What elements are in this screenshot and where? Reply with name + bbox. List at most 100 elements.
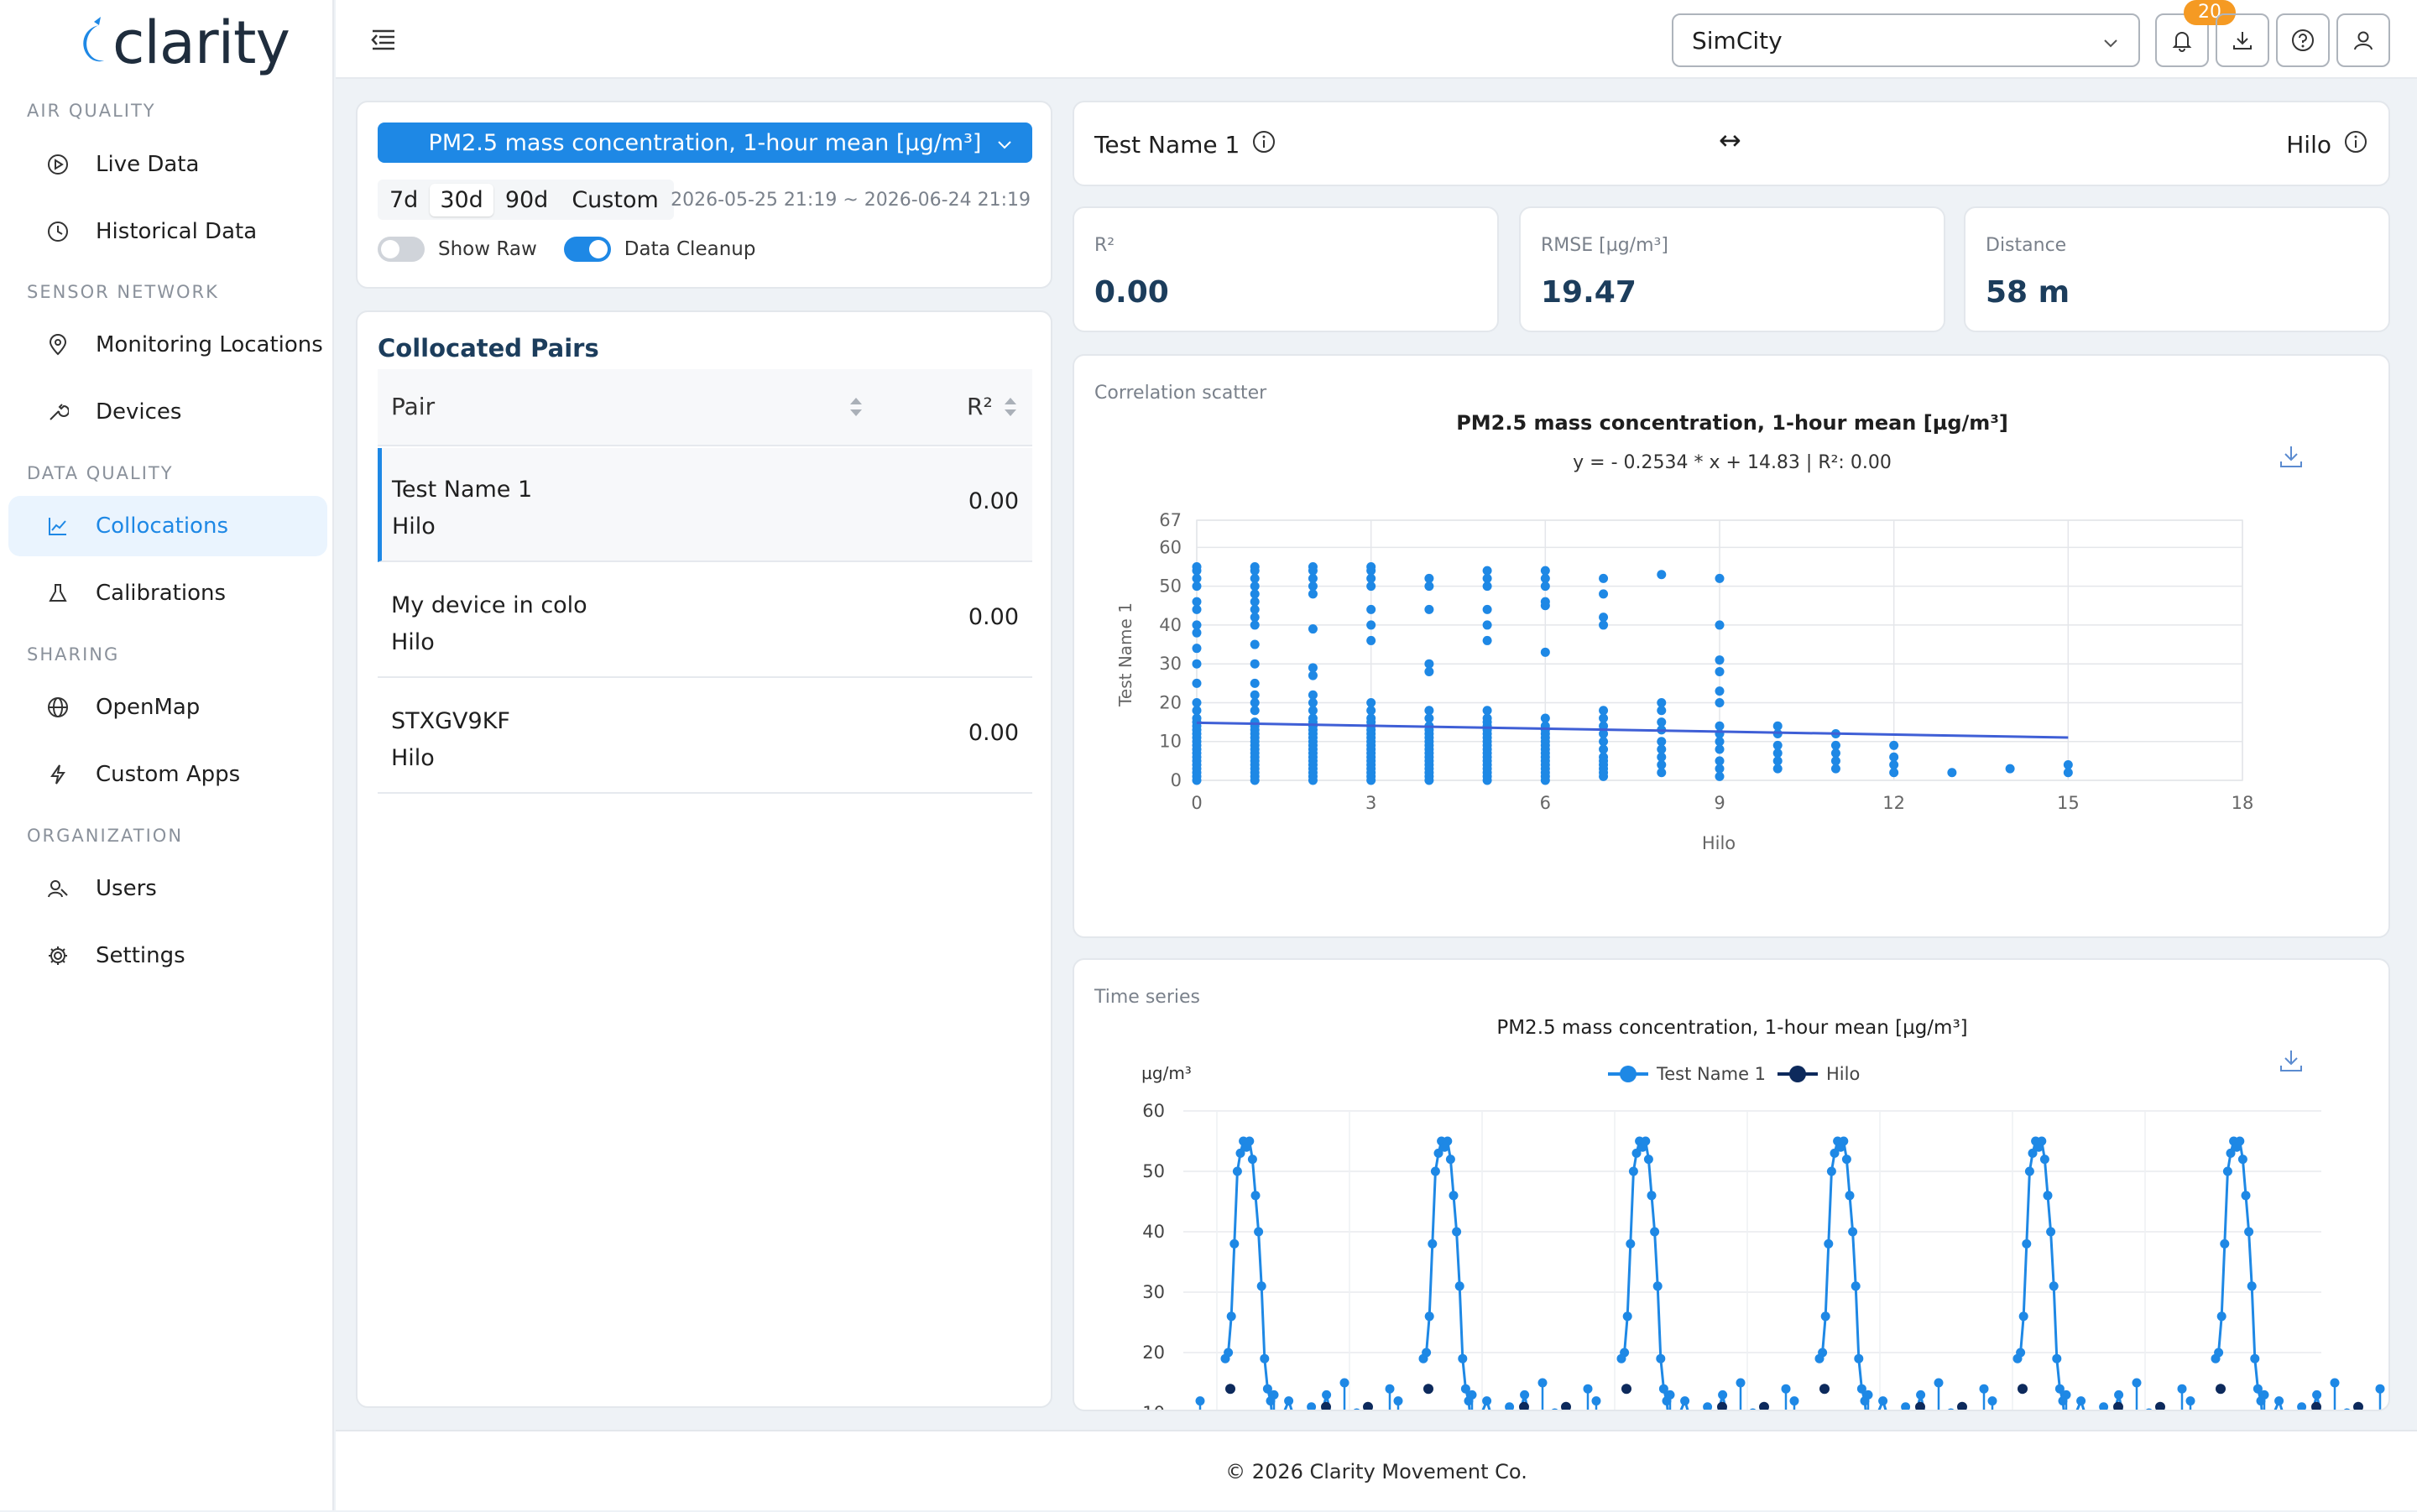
sidebar-item-devices[interactable]: Devices [8,382,327,442]
globe-icon [45,695,70,720]
series-point-test-name-1 [1736,1378,1746,1388]
scatter-point [1308,624,1318,634]
chart-title: PM2.5 mass concentration, 1-hour mean [µ… [1456,411,2008,435]
series-point-test-name-1 [2039,1155,2049,1165]
series-point-test-name-1 [1622,1311,1632,1322]
sidebar-item-monitoring-locations[interactable]: Monitoring Locations [8,315,327,375]
sort-icon[interactable] [848,394,864,423]
show-raw-toggle[interactable] [378,237,425,262]
history-icon [45,219,70,244]
user-profile-button[interactable] [2336,13,2390,67]
series-point-test-name-1 [1422,1348,1432,1358]
scatter-point [1482,573,1492,583]
series-point-test-name-1 [1583,1384,1593,1394]
series-point-test-name-1 [2235,1136,2245,1146]
range-7d[interactable]: 7d [389,186,419,213]
metric-select-value: PM2.5 mass concentration, 1-hour mean [µ… [428,129,982,156]
scatter-point [1192,562,1202,572]
series-line-test-name-1 [1818,1137,1925,1410]
sidebar-item-openmap[interactable]: OpenMap [8,677,327,738]
pair-names: Test Name 1 Hilo [392,472,532,545]
range-30d[interactable]: 30d [430,183,493,216]
scatter-point [1657,737,1667,747]
section-data-quality: DATA QUALITY [27,463,174,483]
table-row[interactable]: Test Name 1 Hilo 0.00 [378,448,1032,562]
scatter-point [1424,706,1434,716]
series-point-test-name-1 [2250,1353,2260,1363]
sidebar-item-settings[interactable]: Settings [8,925,327,986]
scatter-point [1772,721,1783,731]
swap-arrow-icon[interactable]: ↔ [1719,124,1741,156]
scatter-point [1599,737,1609,747]
sidebar-item-collocations[interactable]: Collocations [8,496,327,556]
range-90d[interactable]: 90d [504,186,549,213]
org-select[interactable]: SimCity [1672,13,2140,67]
clarity-logo[interactable]: clarity [74,8,290,77]
x-tick-label: 12 [1882,793,1905,813]
table-row[interactable]: STXGV9KF Hilo 0.00 [378,680,1032,794]
scatter-point [1250,613,1260,623]
scatter-point [1715,744,1725,754]
series-point-test-name-1 [1452,1227,1462,1237]
scatter-point [1424,581,1434,592]
scatter-point [1308,581,1318,592]
scatter-point [2063,759,2073,769]
metric-select[interactable]: PM2.5 mass concentration, 1-hour mean [µ… [378,123,1032,163]
controls-card: PM2.5 mass concentration, 1-hour mean [µ… [356,101,1052,289]
download-button[interactable] [2216,13,2269,67]
column-r2[interactable]: R² [967,393,993,420]
series-point-test-name-1 [2226,1148,2236,1158]
series-point-test-name-1 [2247,1281,2257,1291]
sidebar-item-label: Settings [96,943,185,968]
scatter-point [1308,562,1318,572]
sidebar: clarity AIR QUALITY Live Data Historical… [0,0,334,1510]
scatter-point [1889,759,1899,769]
sidebar-item-live-data[interactable]: Live Data [8,134,327,195]
sidebar-item-historical-data[interactable]: Historical Data [8,201,327,262]
series-point-test-name-1 [1841,1155,1851,1165]
y-tick-label: 20 [1159,692,1182,712]
device-name: STXGV9KF [391,708,510,734]
info-icon[interactable] [2343,129,2368,160]
series-point-test-name-1 [2018,1311,2028,1322]
timeseries-caption: Time series [1094,987,1200,1008]
sidebar-item-calibrations[interactable]: Calibrations [8,563,327,623]
series-point-test-name-1 [1851,1281,1861,1291]
range-custom[interactable]: Custom [572,186,659,213]
column-pair[interactable]: Pair [391,393,436,420]
comparison-card: Test Name 1 ↔ Hilo [1073,101,2390,186]
scatter-point [1715,666,1725,676]
download-chart-icon[interactable] [2278,443,2305,473]
series-point-test-name-1 [2076,1396,2086,1406]
download-chart-icon[interactable] [2278,1047,2305,1077]
sort-icon[interactable] [1002,394,1019,423]
footer: © 2026 Clarity Movement Co. [336,1430,2417,1510]
scatter-point [1250,639,1260,649]
scatter-point [1889,740,1899,750]
notifications-button[interactable] [2155,13,2209,67]
series-point-test-name-1 [1830,1148,1840,1158]
help-button[interactable] [2276,13,2330,67]
sidebar-item-custom-apps[interactable]: Custom Apps [8,744,327,805]
series-point-test-name-1 [2185,1396,2195,1406]
scatter-point [1308,573,1318,583]
x-axis-label: Hilo [1702,833,1736,853]
scatter-point [1192,706,1202,716]
series-point-test-name-1 [1262,1384,1272,1394]
menu-collapse-icon[interactable] [369,25,398,57]
sidebar-item-users[interactable]: Users [8,858,327,919]
sidebar-item-label: Devices [96,399,182,425]
info-icon[interactable] [1251,129,1276,160]
scatter-point [1599,744,1609,754]
scatter-point [2063,768,2073,778]
scatter-point [1482,620,1492,630]
scatter-point [1715,771,1725,781]
series-point-test-name-1 [1818,1348,1828,1358]
reference-name: Hilo [391,629,435,655]
table-row[interactable]: My device in colo Hilo 0.00 [378,564,1032,678]
scatter-point [1192,659,1202,669]
scatter-point [1250,706,1260,716]
series-point-test-name-1 [2028,1148,2038,1158]
series-point-test-name-1 [2343,1408,2351,1410]
data-cleanup-toggle[interactable] [563,237,611,262]
